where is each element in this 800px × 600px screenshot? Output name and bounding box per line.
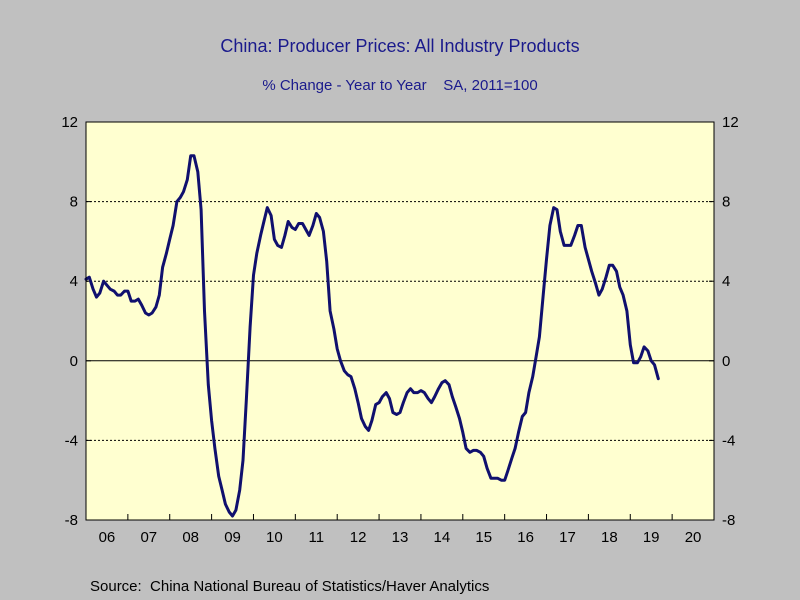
x-tick-label: 16 bbox=[517, 529, 534, 546]
x-axis: 06 07 08 09 10 11 12 13 14 15 16 17 18 19 20 bbox=[85, 514, 715, 546]
y-tick-label-right: 12 bbox=[722, 114, 739, 131]
chart-title: China: Producer Prices: All Industry Pro… bbox=[220, 36, 580, 56]
x-tick-label: 13 bbox=[392, 529, 409, 546]
x-tick-label: 17 bbox=[559, 529, 576, 546]
plot-frame bbox=[85, 121, 715, 521]
x-tick-label: 08 bbox=[182, 529, 199, 546]
x-tick-label: 15 bbox=[475, 529, 492, 546]
x-tick-label: 12 bbox=[350, 529, 367, 546]
plot-area bbox=[86, 122, 714, 520]
x-tick-label: 06 bbox=[99, 529, 116, 546]
x-tick-label: 20 bbox=[685, 529, 702, 546]
grid-lines bbox=[86, 201, 714, 441]
x-tick-label: 11 bbox=[308, 529, 324, 546]
y-tick-label-left: -8 bbox=[65, 512, 78, 529]
source-note: Source: China National Bureau of Statist… bbox=[90, 578, 490, 595]
y-tick-label-left: 4 bbox=[70, 273, 78, 290]
y-axis-left: -8 -4 0 4 8 12 bbox=[61, 114, 91, 529]
y-tick-label-right: 0 bbox=[722, 353, 730, 370]
y-tick-label-left: -4 bbox=[65, 432, 78, 449]
chart-subtitle: % Change - Year to Year SA, 2011=100 bbox=[262, 77, 538, 94]
series-line bbox=[84, 154, 660, 518]
y-tick-label-right: 4 bbox=[722, 273, 730, 290]
x-tick-label: 10 bbox=[266, 529, 283, 546]
y-tick-label-right: -8 bbox=[722, 512, 735, 529]
x-tick-label: 07 bbox=[140, 529, 157, 546]
y-tick-label-left: 0 bbox=[70, 353, 78, 370]
y-tick-label-right: 8 bbox=[722, 194, 730, 211]
x-tick-label: 19 bbox=[643, 529, 660, 546]
y-tick-label-left: 12 bbox=[61, 114, 78, 131]
x-tick-label: 09 bbox=[224, 529, 241, 546]
x-tick-label: 18 bbox=[601, 529, 618, 546]
x-tick-label: 14 bbox=[434, 529, 451, 546]
y-tick-label-left: 8 bbox=[70, 194, 78, 211]
y-tick-label-right: -4 bbox=[722, 432, 735, 449]
